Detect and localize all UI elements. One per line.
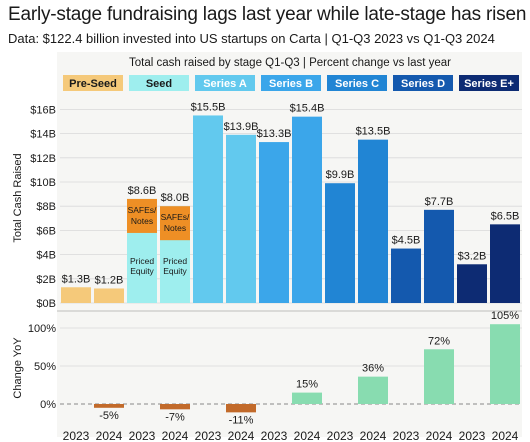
bar-value-label: $1.2B xyxy=(95,274,124,286)
priced-equity-label: Priced xyxy=(130,256,154,266)
safes-notes-label: Notes xyxy=(131,216,153,226)
bar-value-label: $3.2B xyxy=(458,250,487,262)
bar-series-d-2023 xyxy=(391,248,421,303)
x-tick-label: 2024 xyxy=(96,429,123,442)
x-tick-label: 2024 xyxy=(162,429,189,442)
bottom-y-axis-label: Change YoY xyxy=(12,337,24,399)
top-y-tick-label: $16B xyxy=(30,104,56,116)
x-tick-label: 2024 xyxy=(426,429,453,442)
stage-header-label: Seed xyxy=(146,78,172,90)
x-tick-label: 2024 xyxy=(492,429,519,442)
x-tick-label: 2023 xyxy=(459,429,486,442)
safes-notes-segment xyxy=(160,206,190,241)
bar-series-b-2024 xyxy=(292,116,322,303)
x-tick-label: 2023 xyxy=(393,429,420,442)
safes-notes-label: Notes xyxy=(164,223,186,233)
top-y-tick-label: $6B xyxy=(36,225,56,237)
change-value-label: 15% xyxy=(296,379,318,391)
change-value-label: -7% xyxy=(165,411,185,423)
stage-header-pre-seed xyxy=(63,75,123,91)
bar-value-label: $8.6B xyxy=(128,185,157,197)
chart-subtitle: Data: $122.4 billion invested into US st… xyxy=(8,31,495,46)
bar-pre-seed-2024 xyxy=(94,288,124,303)
change-value-label: -11% xyxy=(229,414,254,426)
chart-inner-title: Total cash raised by stage Q1-Q3 | Perce… xyxy=(129,57,451,69)
stage-header-series-e- xyxy=(459,75,519,91)
bar-series-c-2024 xyxy=(358,139,388,303)
bar-series-d-2024 xyxy=(424,209,454,303)
priced-equity-label: Priced xyxy=(163,256,187,266)
change-value-label: 36% xyxy=(362,363,384,375)
change-bar-series-d xyxy=(424,349,454,404)
change-bar-seed xyxy=(160,404,190,410)
bar-value-label: $13.3B xyxy=(257,128,292,140)
stage-header-label: Series D xyxy=(401,78,445,90)
bar-value-label: $15.4B xyxy=(290,103,325,115)
chart-title: Early-stage fundraising lags last year w… xyxy=(8,4,527,25)
bar-series-e--2024 xyxy=(490,224,520,303)
bar-value-label: $13.9B xyxy=(224,121,259,133)
bottom-y-tick-label: 100% xyxy=(28,323,56,335)
stage-header-label: Pre-Seed xyxy=(69,78,117,90)
change-value-label: -5% xyxy=(99,410,119,422)
stage-header-label: Series A xyxy=(203,78,247,90)
bar-value-label: $9.9B xyxy=(326,169,355,181)
change-bar-pre-seed xyxy=(94,404,124,408)
bottom-y-tick-label: 50% xyxy=(34,361,56,373)
bar-value-label: $7.7B xyxy=(425,196,454,208)
bar-value-label: $8.0B xyxy=(161,192,190,204)
bar-series-a-2023 xyxy=(193,115,223,303)
x-tick-label: 2024 xyxy=(294,429,321,442)
top-y-tick-label: $10B xyxy=(30,177,56,189)
stage-header-series-c xyxy=(327,75,387,91)
stage-header-series-a xyxy=(195,75,255,91)
bar-series-b-2023 xyxy=(259,142,289,303)
x-tick-label: 2024 xyxy=(360,429,387,442)
bar-value-label: $13.5B xyxy=(356,126,391,138)
change-bar-series-c xyxy=(358,376,388,404)
top-y-tick-label: $4B xyxy=(36,250,56,262)
x-tick-label: 2023 xyxy=(261,429,288,442)
stage-header-label: Series C xyxy=(335,78,379,90)
top-y-tick-label: $8B xyxy=(36,201,56,213)
x-tick-label: 2024 xyxy=(228,429,255,442)
bar-series-e--2023 xyxy=(457,264,487,303)
top-y-tick-label: $2B xyxy=(36,274,56,286)
x-tick-label: 2023 xyxy=(327,429,354,442)
bar-series-a-2024 xyxy=(226,134,256,303)
x-tick-label: 2023 xyxy=(63,429,90,442)
top-y-tick-label: $12B xyxy=(30,153,56,165)
change-bar-series-a xyxy=(226,404,256,413)
safes-notes-segment xyxy=(127,198,157,233)
stage-header-label: Series E+ xyxy=(464,78,514,90)
top-y-tick-label: $0B xyxy=(36,298,56,310)
change-bar-series-b xyxy=(292,392,322,404)
bottom-y-tick-label: 0% xyxy=(40,399,56,411)
x-tick-label: 2023 xyxy=(129,429,156,442)
bar-series-c-2023 xyxy=(325,183,355,303)
priced-equity-label: Equity xyxy=(163,266,187,276)
x-tick-label: 2023 xyxy=(195,429,222,442)
bar-value-label: $6.5B xyxy=(491,210,520,222)
priced-equity-label: Equity xyxy=(130,266,154,276)
top-y-tick-label: $14B xyxy=(30,129,56,141)
bar-pre-seed-2023 xyxy=(61,287,91,303)
bar-value-label: $4.5B xyxy=(392,235,421,247)
change-value-label: 105% xyxy=(491,310,519,322)
stage-header-label: Series B xyxy=(269,78,313,90)
change-value-label: 72% xyxy=(428,335,450,347)
change-bar-series-e- xyxy=(490,324,520,404)
stage-header-series-b xyxy=(261,75,321,91)
safes-notes-label: SAFEs/ xyxy=(128,205,157,215)
bar-value-label: $15.5B xyxy=(191,101,226,113)
stage-header-series-d xyxy=(393,75,453,91)
stage-header-seed xyxy=(129,75,189,91)
bar-value-label: $1.3B xyxy=(62,273,91,285)
safes-notes-label: SAFEs/ xyxy=(161,212,190,222)
top-y-axis-label: Total Cash Raised xyxy=(12,153,24,242)
